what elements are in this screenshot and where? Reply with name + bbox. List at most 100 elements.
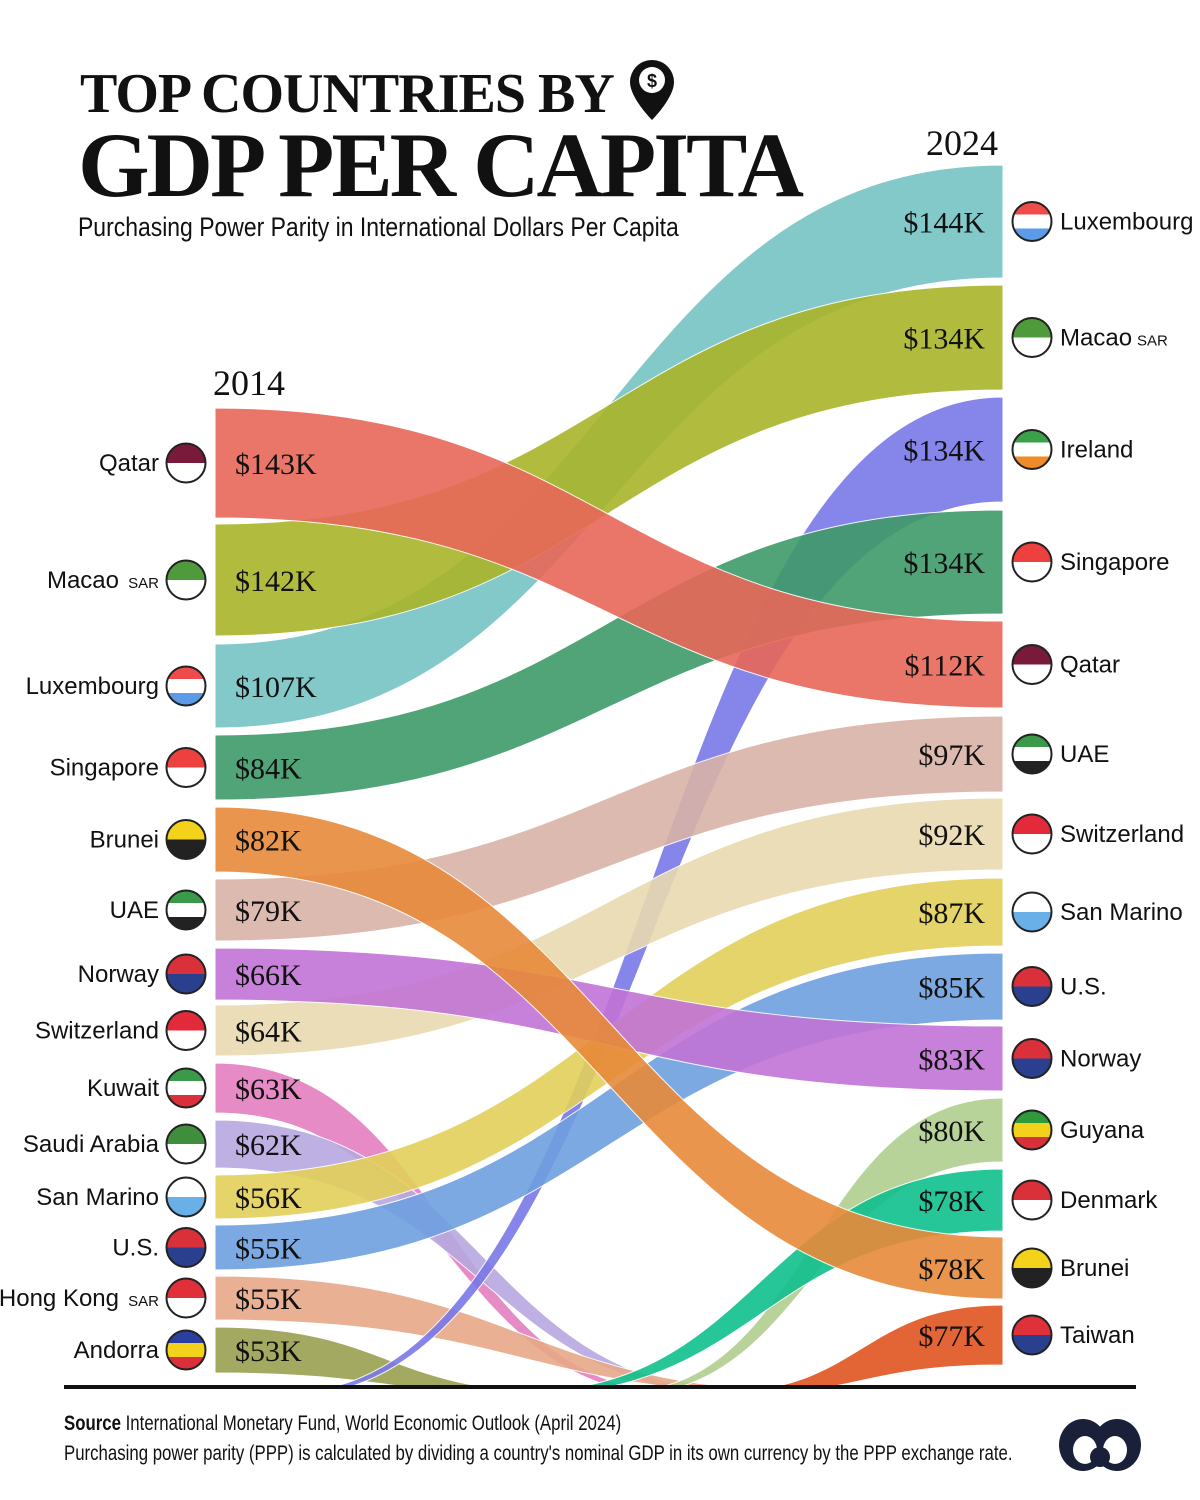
flag-singapore-icon (1011, 541, 1053, 583)
left-country-label: Saudi Arabia (23, 1131, 160, 1158)
band-singapore (214, 509, 1004, 801)
right-country-label: Switzerland (1060, 821, 1184, 848)
right-value-label: $85K (918, 972, 985, 1005)
left-country-label: Brunei (90, 827, 159, 854)
right-country-label: San Marino (1060, 899, 1183, 926)
flag-denmark-icon (1011, 1179, 1053, 1221)
left-value-label: $55K (235, 1283, 302, 1316)
band-brunei (214, 806, 1004, 1300)
left-country-label: Kuwait (87, 1075, 159, 1102)
source-label: Source (64, 1412, 121, 1435)
flag-san-marino-icon (165, 1176, 207, 1218)
flag-macao-icon (165, 559, 207, 601)
left-country-label: Qatar (99, 450, 159, 477)
left-value-label: $53K (235, 1335, 302, 1368)
flag-hong-kong-icon (165, 1277, 207, 1319)
left-value-label: $62K (235, 1129, 302, 1162)
publisher-logo (1059, 1419, 1141, 1471)
left-country-label: San Marino (36, 1184, 159, 1211)
flag-saudi-arabia-icon (165, 1123, 207, 1165)
footnote: Purchasing power parity (PPP) is calcula… (64, 1442, 1013, 1465)
location-dollar-icon: $ (630, 60, 674, 120)
left-value-label: $82K (235, 825, 302, 858)
band-taiwan (775, 1304, 1004, 1386)
right-country-label: Taiwan (1060, 1322, 1135, 1349)
flag-qatar-icon (165, 442, 207, 484)
left-value-label: $63K (235, 1073, 302, 1106)
flag-luxembourg-icon (165, 665, 207, 707)
left-value-label: $79K (235, 895, 302, 928)
right-country-label: Macao (1060, 325, 1132, 352)
right-value-label: $144K (903, 207, 985, 240)
flag-brunei-icon (1011, 1247, 1053, 1289)
flag-uae-icon (165, 889, 207, 931)
flag-brunei-icon (165, 819, 207, 860)
left-value-label: $107K (235, 671, 317, 704)
right-value-label: $97K (918, 739, 985, 772)
left-country-label: UAE (110, 897, 159, 924)
left-country-label: Macao (47, 567, 119, 594)
flag-taiwan-icon (1011, 1314, 1053, 1356)
band-andorra (214, 1326, 483, 1386)
right-country-label: Brunei (1060, 1255, 1129, 1282)
flag-andorra-icon (165, 1329, 207, 1371)
source-text: International Monetary Fund, World Econo… (125, 1412, 622, 1435)
right-country-label: Norway (1060, 1046, 1141, 1073)
right-value-label: $78K (918, 1253, 985, 1286)
right-country-label: Singapore (1060, 549, 1169, 576)
flag-qatar-icon (1011, 644, 1053, 685)
flag-san-marino-icon (1011, 891, 1053, 933)
flag-norway-icon (165, 953, 207, 995)
flag-ireland-icon (1011, 429, 1053, 470)
right-value-label: $112K (904, 650, 985, 683)
left-country-label: Hong Kong (0, 1285, 119, 1312)
flag-guyana-icon (1011, 1109, 1053, 1151)
flag-switzerland-icon (1011, 813, 1053, 855)
flag-norway-icon (1011, 1038, 1053, 1079)
right-value-label: $92K (918, 819, 985, 852)
baseline (64, 1385, 1136, 1389)
right-country-label: UAE (1060, 741, 1109, 768)
left-country-suffix: SAR (128, 575, 159, 592)
left-value-label: $56K (235, 1182, 302, 1215)
bump-chart: $143K Qatar $142K SAR Macao $107K Luxembourg $8… (0, 164, 1193, 1389)
left-value-label: $142K (235, 565, 317, 598)
left-country-label: Norway (78, 961, 159, 988)
band-qatar (214, 407, 1004, 709)
left-value-label: $55K (235, 1233, 302, 1266)
right-value-label: $134K (903, 547, 985, 580)
right-value-label: $87K (918, 897, 985, 930)
right-country-label: Denmark (1060, 1187, 1158, 1214)
left-country-label: Singapore (50, 755, 159, 782)
right-country-label: Luxembourg (1060, 209, 1193, 236)
right-value-label: $80K (918, 1115, 985, 1148)
svg-text:$: $ (647, 71, 657, 91)
right-value-label: $83K (918, 1044, 985, 1077)
right-country-label: Guyana (1060, 1117, 1145, 1144)
left-value-label: $64K (235, 1016, 302, 1049)
left-year: 2014 (213, 363, 285, 403)
right-country-label: U.S. (1060, 974, 1107, 1001)
left-value-label: $143K (235, 448, 317, 481)
left-value-label: $66K (235, 959, 302, 992)
band-denmark (580, 1168, 1004, 1386)
right-country-label: Ireland (1060, 437, 1133, 464)
flag-switzerland-icon (165, 1010, 207, 1051)
left-country-label: Andorra (74, 1337, 160, 1364)
subtitle: Purchasing Power Parity in International… (78, 212, 679, 242)
flag-kuwait-icon (165, 1067, 207, 1109)
flag-u-s--icon (1011, 966, 1053, 1007)
left-country-label: Luxembourg (26, 673, 159, 700)
flag-singapore-icon (165, 747, 207, 788)
flag-macao-icon (1011, 317, 1053, 358)
left-country-label: U.S. (112, 1235, 159, 1262)
right-value-label: $134K (903, 435, 985, 468)
left-country-suffix: SAR (128, 1293, 159, 1310)
title-line-2: GDP PER CAPITA (78, 114, 804, 216)
right-year: 2024 (926, 123, 998, 163)
flag-uae-icon (1011, 733, 1053, 775)
flag-u-s--icon (165, 1227, 207, 1268)
source-line: Source International Monetary Fund, Worl… (64, 1412, 621, 1436)
right-value-label: $134K (903, 323, 985, 356)
